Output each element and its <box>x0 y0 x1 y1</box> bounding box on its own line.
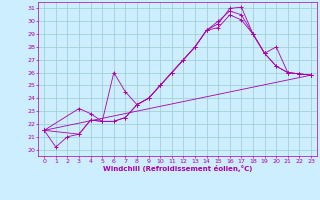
X-axis label: Windchill (Refroidissement éolien,°C): Windchill (Refroidissement éolien,°C) <box>103 165 252 172</box>
